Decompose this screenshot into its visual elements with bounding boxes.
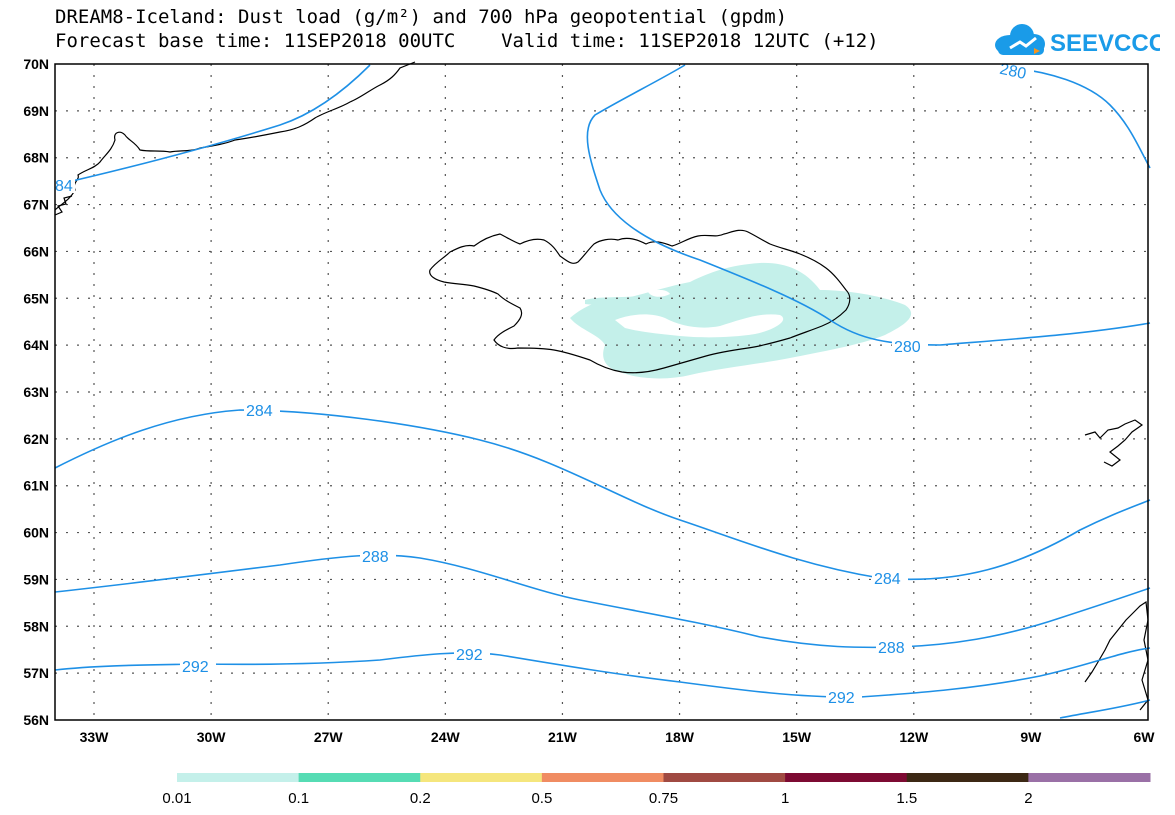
latitude-label: 58N — [23, 618, 49, 634]
dust-gap-2 — [648, 289, 670, 297]
greenland-coast-detail — [54, 195, 73, 216]
faroe-coast — [1084, 419, 1144, 467]
colorbar-swatch — [785, 773, 908, 782]
dust-colorbar — [177, 773, 1151, 782]
colorbar-swatch — [906, 773, 1029, 782]
longitude-label: 24W — [431, 729, 461, 745]
colorbar-label: 1 — [781, 790, 789, 807]
contour-280-central — [586, 64, 1151, 346]
latitude-label: 64N — [23, 337, 49, 353]
colorbar-label: 0.01 — [162, 790, 191, 807]
latitude-labels: 70N 69N 68N 67N 66N 65N 64N 63N 62N 61N 60N 59N 58N 5… — [23, 56, 49, 728]
colorbar-swatch — [1028, 773, 1151, 782]
dust-gaps — [615, 289, 784, 338]
latitude-label: 62N — [23, 431, 49, 447]
coastlines — [54, 61, 1149, 711]
contour-label-280-east: 280 — [894, 339, 921, 356]
colorbar-swatch — [541, 773, 664, 782]
colorbar-swatch — [298, 773, 421, 782]
contour-label-280-top: 280 — [998, 61, 1028, 83]
contour-label-284-edge: 84 — [55, 178, 73, 195]
latitude-label: 61N — [23, 478, 49, 494]
longitude-label: 33W — [80, 729, 110, 745]
latitude-label: 69N — [23, 103, 49, 119]
latitude-label: 70N — [23, 56, 49, 72]
dust-gap-1 — [615, 314, 784, 338]
longitude-label: 30W — [197, 729, 227, 745]
longitude-labels: 33W 30W 27W 24W 21W 18W 15W 12W 9W 6W — [80, 729, 1156, 745]
contour-value-labels: 280 280 284 284 288 288 292 292 292 84 — [55, 60, 1034, 707]
geopotential-contours — [54, 64, 1151, 719]
longitude-label: 18W — [665, 729, 695, 745]
seevccc-logo: SEEVCCC — [995, 24, 1160, 57]
latitude-label: 63N — [23, 384, 49, 400]
colorbar-label: 0.2 — [410, 790, 431, 807]
map-frame — [54, 63, 1149, 721]
colorbar-label: 0.5 — [531, 790, 552, 807]
latitude-label: 56N — [23, 712, 49, 728]
contour-label-284-east: 284 — [874, 571, 901, 588]
contour-296 — [1059, 699, 1151, 719]
graticule — [55, 64, 1148, 720]
colorbar-label: 1.5 — [896, 790, 917, 807]
contour-label-288-east: 288 — [878, 640, 905, 657]
colorbar-labels: 0.01 0.1 0.2 0.5 0.75 1 1.5 2 — [162, 790, 1032, 807]
contour-label-284-west: 284 — [246, 403, 273, 420]
colorbar-swatch — [420, 773, 543, 782]
longitude-label: 12W — [899, 729, 929, 745]
latitude-label: 68N — [23, 150, 49, 166]
longitude-label: 15W — [782, 729, 812, 745]
contour-label-292-b: 292 — [456, 647, 483, 664]
contour-292 — [54, 647, 1151, 698]
iceland-coast — [429, 229, 851, 374]
colorbar-label: 0.1 — [288, 790, 309, 807]
map-title: DREAM8-Iceland: Dust load (g/m²) and 700… — [55, 6, 788, 28]
longitude-label: 21W — [548, 729, 578, 745]
longitude-label: 9W — [1020, 729, 1042, 745]
longitude-label: 27W — [314, 729, 344, 745]
scotland-coast — [1084, 600, 1149, 711]
contour-280-west — [54, 64, 371, 186]
greenland-coast — [54, 61, 416, 211]
latitude-label: 59N — [23, 571, 49, 587]
logo-text: SEEVCCC — [1050, 30, 1160, 57]
colorbar-label: 2 — [1024, 790, 1032, 807]
contour-280-ne — [999, 66, 1151, 169]
forecast-times: Forecast base time: 11SEP2018 00UTC Vali… — [55, 30, 879, 52]
contour-label-288-west: 288 — [362, 549, 389, 566]
longitude-label: 6W — [1134, 729, 1156, 745]
contour-288 — [54, 554, 1151, 649]
latitude-label: 57N — [23, 665, 49, 681]
colorbar-swatch — [177, 773, 300, 782]
contour-label-292-c: 292 — [828, 690, 855, 707]
contour-284-north — [54, 409, 1151, 581]
latitude-label: 66N — [23, 243, 49, 259]
colorbar-label: 0.75 — [649, 790, 678, 807]
latitude-label: 60N — [23, 525, 49, 541]
latitude-label: 67N — [23, 197, 49, 213]
colorbar-swatch — [663, 773, 786, 782]
contour-label-292-a: 292 — [182, 659, 209, 676]
cloud-icon — [995, 24, 1045, 55]
latitude-label: 65N — [23, 290, 49, 306]
